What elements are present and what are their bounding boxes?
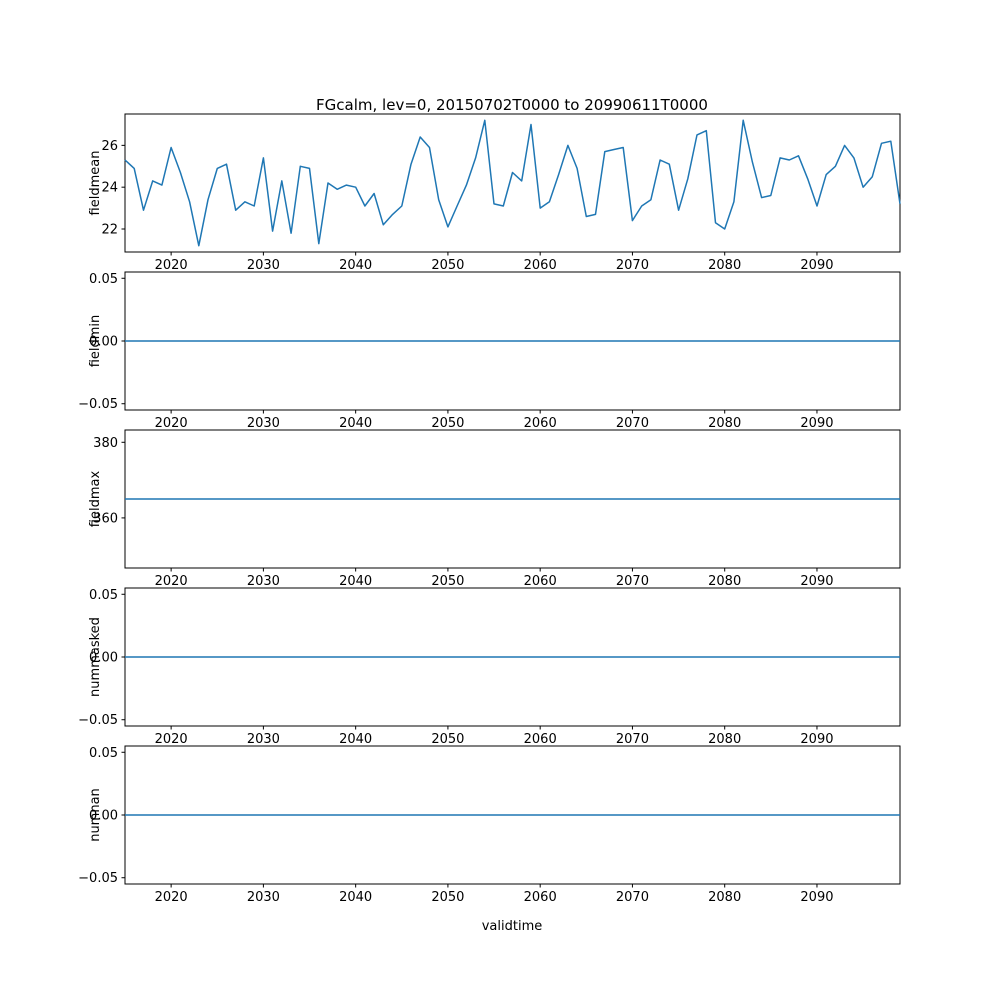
x-tick-label: 2020: [155, 732, 188, 747]
y-axis-label: nummasked: [88, 617, 103, 697]
x-tick-label: 2080: [708, 732, 741, 747]
x-tick-label: 2040: [339, 258, 372, 273]
x-tick-label: 2060: [524, 574, 557, 589]
y-tick-label: 0.05: [89, 746, 118, 761]
y-tick-label: 380: [93, 436, 118, 451]
x-tick-label: 2090: [800, 574, 833, 589]
chart-title: FGcalm, lev=0, 20150702T0000 to 20990611…: [316, 96, 708, 114]
subplot-fieldmin: −0.05 0.00 0.05 2020 2030 2040 2050 2060 2070 208…: [78, 271, 901, 431]
y-tick-label: 0.00: [89, 651, 118, 666]
subplot-fieldmean: 22 24 26 2020 2030 2040 2050 2060 2070 2080 2090 fi…: [88, 113, 901, 273]
x-tick-label: 2050: [431, 890, 464, 905]
y-tick-label: 26: [101, 139, 118, 154]
x-tick-label: 2020: [155, 258, 188, 273]
x-tick-label: 2020: [155, 890, 188, 905]
y-tick-label: 0.05: [89, 272, 118, 287]
x-tick-label: 2040: [339, 574, 372, 589]
x-tick-label: 2090: [800, 258, 833, 273]
x-tick-label: 2060: [524, 890, 557, 905]
x-tick-label: 2020: [155, 416, 188, 431]
axes-frame: [124, 113, 901, 253]
subplot-nummasked: −0.05 0.00 0.05 2020 2030 2040 2050 2060 2070 208…: [78, 587, 901, 747]
x-tick-label: 2090: [800, 732, 833, 747]
x-tick-label: 2030: [247, 574, 280, 589]
x-axis-label: validtime: [482, 919, 543, 934]
y-tick-label: 360: [93, 511, 118, 526]
x-tick-label: 2080: [708, 574, 741, 589]
x-tick-label: 2070: [616, 574, 649, 589]
x-tick-label: 2050: [431, 732, 464, 747]
x-tick-label: 2080: [708, 890, 741, 905]
y-tick-label: 0.00: [89, 335, 118, 350]
x-tick-label: 2040: [339, 416, 372, 431]
x-tick-label: 2070: [616, 258, 649, 273]
x-tick-label: 2080: [708, 416, 741, 431]
x-tick-label: 2090: [800, 890, 833, 905]
y-axis-label: fieldmin: [88, 315, 103, 368]
x-tick-label: 2050: [431, 416, 464, 431]
y-tick-label: 0.00: [89, 809, 118, 824]
x-tick-label: 2040: [339, 732, 372, 747]
x-tick-label: 2070: [616, 890, 649, 905]
x-tick-label: 2020: [155, 574, 188, 589]
x-tick-label: 2090: [800, 416, 833, 431]
subplots-group: 22 24 26 2020 2030 2040 2050 2060 2070 2080 2090 fi…: [78, 113, 901, 905]
x-tick-label: 2030: [247, 732, 280, 747]
x-tick-label: 2070: [616, 416, 649, 431]
x-tick-label: 2030: [247, 416, 280, 431]
y-axis-label: numnan: [88, 788, 103, 842]
x-tick-label: 2030: [247, 258, 280, 273]
y-tick-label: −0.05: [78, 713, 118, 728]
x-tick-label: 2040: [339, 890, 372, 905]
x-tick-label: 2030: [247, 890, 280, 905]
x-tick-label: 2070: [616, 732, 649, 747]
x-tick-label: 2080: [708, 258, 741, 273]
subplot-fieldmax: 360 380 2020 2030 2040 2050 2060 2070 2080 2090 fi…: [88, 429, 901, 589]
y-tick-label: −0.05: [78, 871, 118, 886]
y-tick-label: −0.05: [78, 397, 118, 412]
y-axis-label: fieldmean: [88, 151, 103, 216]
x-tick-label: 2050: [431, 574, 464, 589]
x-tick-label: 2060: [524, 416, 557, 431]
y-axis-label: fieldmax: [88, 471, 103, 528]
y-tick-label: 22: [101, 223, 118, 238]
x-tick-label: 2060: [524, 258, 557, 273]
subplot-numnan: −0.05 0.00 0.05 2020 2030 2040 2050 2060 2070 208…: [78, 745, 901, 905]
x-tick-label: 2050: [431, 258, 464, 273]
y-tick-label: 0.05: [89, 588, 118, 603]
data-line-fieldmean: [124, 119, 901, 247]
y-tick-label: 24: [101, 181, 118, 196]
x-tick-label: 2060: [524, 732, 557, 747]
